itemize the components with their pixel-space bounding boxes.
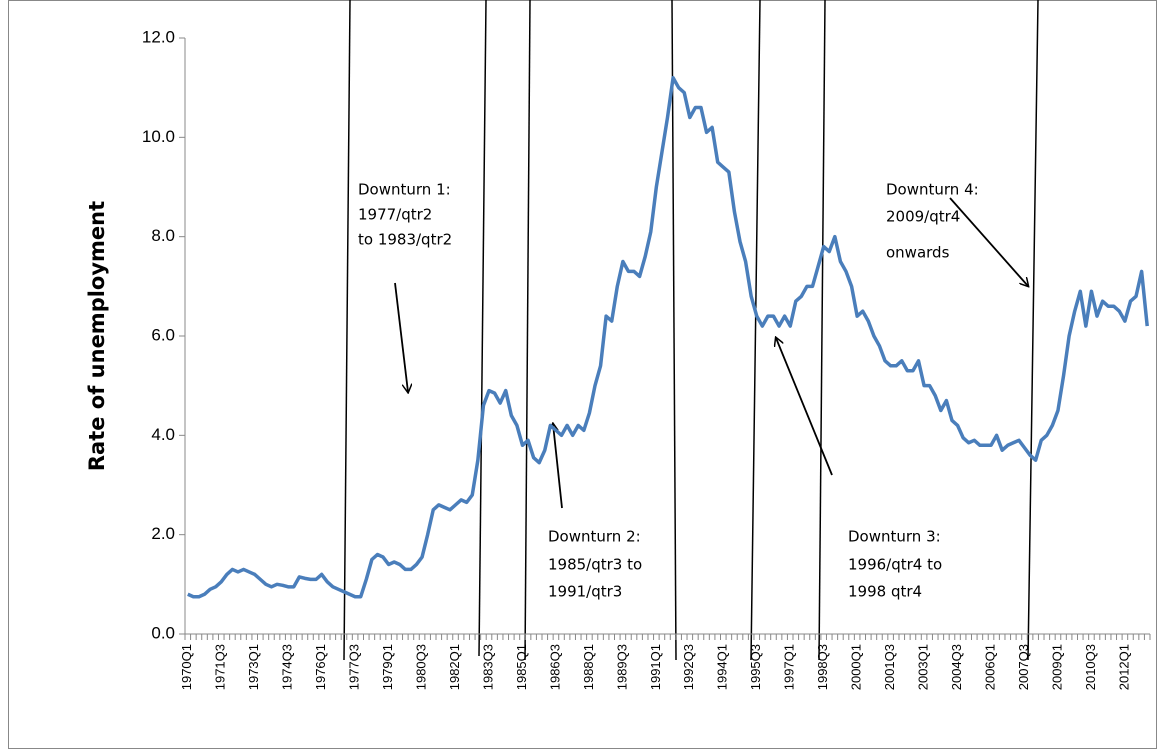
- annotation: 2009/qtr4: [886, 208, 960, 226]
- divider: [671, 0, 677, 661]
- x-tick-label: 1998Q3: [815, 644, 830, 690]
- x-tick-label: 1976Q1: [313, 644, 328, 690]
- x-tick-label: 1977Q3: [347, 644, 362, 690]
- arrows: [394, 197, 1028, 509]
- annotation: onwards: [886, 244, 950, 262]
- y-tick-label: 12.0: [142, 27, 175, 46]
- annotation: 1998 qtr4: [848, 583, 922, 601]
- divider: [1027, 0, 1039, 661]
- x-tick-label: 2000Q1: [849, 644, 864, 690]
- x-tick-label: 2001Q3: [882, 644, 897, 690]
- divider: [818, 0, 826, 661]
- x-tick-label: 1980Q3: [414, 644, 429, 690]
- arrow: [776, 338, 833, 476]
- downturn-lines: [343, 0, 1039, 661]
- annotation: Downturn 4:: [886, 181, 979, 199]
- divider: [478, 0, 487, 657]
- divider: [524, 0, 531, 661]
- arrow: [553, 424, 563, 509]
- x-tick-label: 1994Q1: [715, 644, 730, 690]
- x-tick-label: 1983Q3: [480, 644, 495, 690]
- y-tick-label: 8.0: [151, 226, 175, 245]
- x-tick-label: 1974Q3: [280, 644, 295, 690]
- x-tick-label: 1991Q1: [648, 644, 663, 690]
- x-tick-label: 2003Q1: [916, 644, 931, 690]
- x-tick-label: 1979Q1: [380, 644, 395, 690]
- data-line: [187, 75, 1149, 599]
- x-tick-label: 1988Q1: [581, 644, 596, 690]
- x-tick-label: 2012Q1: [1116, 644, 1131, 690]
- y-tick-label: 0.0: [151, 623, 175, 642]
- divider: [750, 0, 761, 661]
- y-tick-label: 2.0: [151, 524, 175, 543]
- annotation: 1996/qtr4 to: [848, 556, 942, 574]
- x-tick-label: 1985Q1: [514, 644, 529, 690]
- x-tick-label: 1995Q3: [748, 644, 763, 690]
- x-tick-label: 1986Q3: [547, 644, 562, 690]
- arrow: [949, 197, 1028, 286]
- x-tick-label: 1971Q3: [213, 644, 228, 690]
- x-tick-label: 1982Q1: [447, 644, 462, 690]
- annotation: to 1983/qtr2: [358, 231, 452, 249]
- x-tick-label: 2007Q3: [1016, 644, 1031, 690]
- annotation: 1977/qtr2: [358, 206, 432, 224]
- y-tick-label: 10.0: [142, 127, 175, 146]
- annotation: 1985/qtr3 to: [548, 556, 642, 574]
- x-tick-label: 1973Q1: [246, 644, 261, 690]
- x-tick-label: 1997Q1: [782, 644, 797, 690]
- x-tick-label: 1970Q1: [179, 644, 194, 690]
- y-tick-label: 4.0: [151, 425, 175, 444]
- x-tick-label: 2009Q1: [1049, 644, 1064, 690]
- y-tick-label: 6.0: [151, 325, 175, 344]
- x-tick-label: 2004Q3: [949, 644, 964, 690]
- annotation: Downturn 1:: [358, 181, 451, 199]
- y-axis-label: Rate of unemployment: [85, 201, 109, 471]
- annotation: 1991/qtr3: [548, 583, 622, 601]
- annotation: Downturn 3:: [848, 528, 941, 546]
- x-tick-label: 1989Q3: [614, 644, 629, 690]
- x-tick-label: 2006Q1: [982, 644, 997, 690]
- annotation: Downturn 2:: [548, 528, 641, 546]
- x-tick-label: 2010Q3: [1083, 644, 1098, 690]
- chart-frame: [8, 0, 1157, 749]
- divider: [343, 0, 351, 661]
- x-tick-label: 1992Q3: [681, 644, 696, 690]
- arrow: [394, 282, 408, 392]
